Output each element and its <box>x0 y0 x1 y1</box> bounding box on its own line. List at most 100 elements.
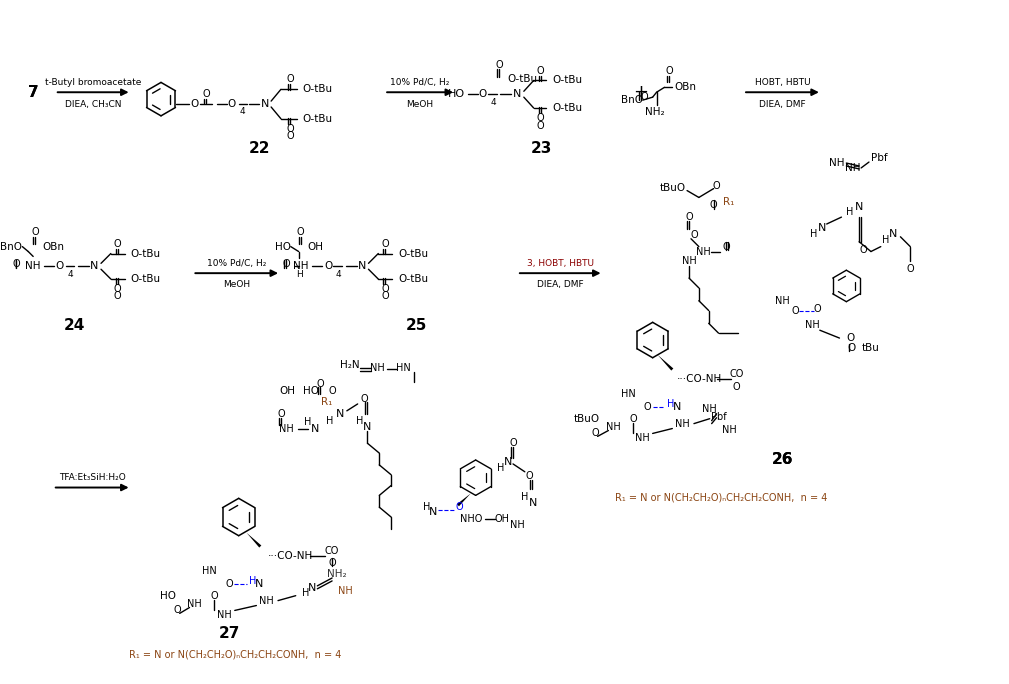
Text: O: O <box>381 284 389 294</box>
Text: O: O <box>225 579 233 589</box>
Text: HO: HO <box>448 89 465 99</box>
Text: NH: NH <box>606 421 621 432</box>
Text: 4: 4 <box>68 269 74 278</box>
Text: HN: HN <box>397 363 412 373</box>
Text: N: N <box>429 507 438 517</box>
Text: 24: 24 <box>64 318 85 333</box>
Text: O: O <box>813 304 820 313</box>
Text: OBn: OBn <box>42 241 64 252</box>
Text: O: O <box>328 386 336 396</box>
Text: O: O <box>510 438 517 448</box>
Text: H: H <box>249 576 256 586</box>
Text: R₁ = N or N(CH₂CH₂O)ₙCH₂CH₂CONH,  n = 4: R₁ = N or N(CH₂CH₂O)ₙCH₂CH₂CONH, n = 4 <box>128 650 341 659</box>
Text: N: N <box>529 498 537 508</box>
Text: O: O <box>174 605 182 616</box>
Text: O: O <box>690 230 698 240</box>
Text: O: O <box>114 284 121 294</box>
Text: O: O <box>722 241 731 252</box>
Text: NH: NH <box>636 434 650 443</box>
Text: NH: NH <box>775 295 790 306</box>
Text: O: O <box>526 471 534 481</box>
Text: O: O <box>317 380 324 389</box>
Text: 26: 26 <box>772 453 793 467</box>
Text: O: O <box>13 259 20 269</box>
Text: O: O <box>286 75 294 84</box>
Text: 7: 7 <box>28 85 38 100</box>
Text: N: N <box>363 421 371 432</box>
Text: O: O <box>666 66 673 76</box>
Text: 23: 23 <box>531 141 552 156</box>
Text: 4: 4 <box>490 98 496 107</box>
Text: R₁: R₁ <box>722 198 734 207</box>
Text: DIEA, CH₃CN: DIEA, CH₃CN <box>65 100 121 109</box>
Text: O: O <box>537 120 545 131</box>
Text: NH: NH <box>846 163 861 173</box>
Text: N: N <box>503 457 513 467</box>
Text: H: H <box>297 269 303 278</box>
Text: O: O <box>644 402 652 412</box>
Text: MeOH: MeOH <box>407 100 434 109</box>
Text: N: N <box>336 409 344 419</box>
Text: NH: NH <box>696 246 711 256</box>
Text: O-tBu: O-tBu <box>552 75 582 86</box>
Text: O: O <box>191 99 199 109</box>
Text: H: H <box>327 416 334 425</box>
Text: O: O <box>228 99 236 109</box>
Text: NHO: NHO <box>459 514 482 524</box>
Text: O: O <box>495 60 503 70</box>
Text: NH: NH <box>370 363 384 373</box>
Text: t-Butyl bromoacetate: t-Butyl bromoacetate <box>45 78 141 87</box>
Text: NH: NH <box>279 423 295 434</box>
Text: 4: 4 <box>335 269 341 278</box>
Text: NH: NH <box>510 520 525 530</box>
Text: NH: NH <box>682 256 696 266</box>
Polygon shape <box>246 533 261 548</box>
Text: NH: NH <box>337 586 352 596</box>
Text: N: N <box>261 99 269 109</box>
Text: O: O <box>328 558 336 568</box>
Text: O: O <box>286 131 294 142</box>
Text: CO: CO <box>325 547 339 557</box>
Text: tBuO: tBuO <box>660 183 686 193</box>
Text: O: O <box>203 89 210 99</box>
Text: H: H <box>846 207 853 218</box>
Text: O: O <box>55 261 64 272</box>
Text: O: O <box>537 66 545 76</box>
Text: O: O <box>455 502 463 512</box>
Text: HO: HO <box>303 386 319 396</box>
Text: H: H <box>667 399 674 409</box>
Text: H: H <box>423 502 430 512</box>
Text: O: O <box>537 113 545 123</box>
Text: N: N <box>90 261 98 272</box>
Text: H: H <box>496 463 503 473</box>
Text: NH: NH <box>25 261 41 272</box>
Text: DIEA, DMF: DIEA, DMF <box>537 280 583 289</box>
Text: N: N <box>255 579 263 589</box>
Text: HOBT, HBTU: HOBT, HBTU <box>755 78 810 87</box>
Text: NH: NH <box>722 425 737 436</box>
Text: O: O <box>31 227 39 237</box>
Text: 7: 7 <box>28 85 38 100</box>
Text: O: O <box>906 264 914 274</box>
Text: 25: 25 <box>406 318 428 333</box>
Text: DIEA, DMF: DIEA, DMF <box>759 100 806 109</box>
Text: MeOH: MeOH <box>223 280 250 289</box>
Polygon shape <box>457 493 471 506</box>
Text: O: O <box>283 259 290 269</box>
Text: tBuO: tBuO <box>574 414 600 423</box>
Text: O: O <box>860 245 867 254</box>
Text: 4: 4 <box>240 107 245 116</box>
Text: +: + <box>634 83 649 101</box>
Text: 10% Pd/C, H₂: 10% Pd/C, H₂ <box>390 78 450 87</box>
Text: TFA:Et₃SiH:H₂O: TFA:Et₃SiH:H₂O <box>59 473 125 482</box>
Text: NH: NH <box>217 610 231 620</box>
Text: H: H <box>304 417 311 427</box>
Text: 3, HOBT, HBTU: 3, HOBT, HBTU <box>527 259 593 268</box>
Text: O: O <box>709 200 717 210</box>
Text: O: O <box>114 291 121 301</box>
Text: OH: OH <box>494 514 510 524</box>
Text: NH: NH <box>187 598 202 609</box>
Text: O: O <box>277 409 285 419</box>
Text: N: N <box>308 583 317 593</box>
Text: H: H <box>302 588 309 598</box>
